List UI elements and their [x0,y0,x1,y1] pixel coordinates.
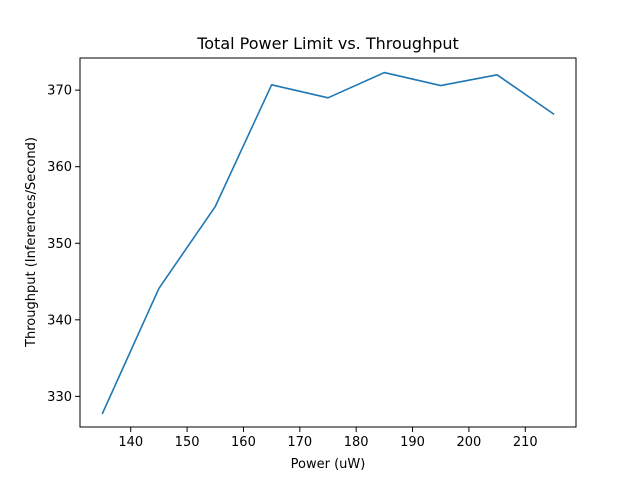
x-axis-label: Power (uW) [291,457,366,472]
chart-title: Total Power Limit vs. Throughput [196,34,459,53]
y-tick-label: 370 [47,84,72,99]
x-axis: 140 150 160 170 180 190 200 210 [118,427,538,450]
y-tick-label: 360 [47,160,72,175]
plot-area: 140 150 160 170 180 190 200 210 330 340 350 360 370 [47,57,577,450]
y-axis: 330 340 350 360 370 [47,84,80,405]
x-tick-label: 160 [231,435,256,450]
y-tick-label: 340 [47,313,72,328]
y-axis-label: Throughput (Inferences/Second) [24,137,39,348]
x-tick-label: 180 [344,435,369,450]
x-tick-label: 150 [175,435,200,450]
x-tick-label: 170 [287,435,312,450]
series-layer [101,71,555,415]
plot-frame [79,57,577,428]
x-tick-label: 210 [513,435,538,450]
x-tick-label: 190 [400,435,425,450]
x-tick-label: 140 [118,435,143,450]
series-line [101,71,555,415]
y-tick-label: 350 [47,237,72,252]
x-tick-label: 200 [456,435,481,450]
y-tick-label: 330 [47,390,72,405]
